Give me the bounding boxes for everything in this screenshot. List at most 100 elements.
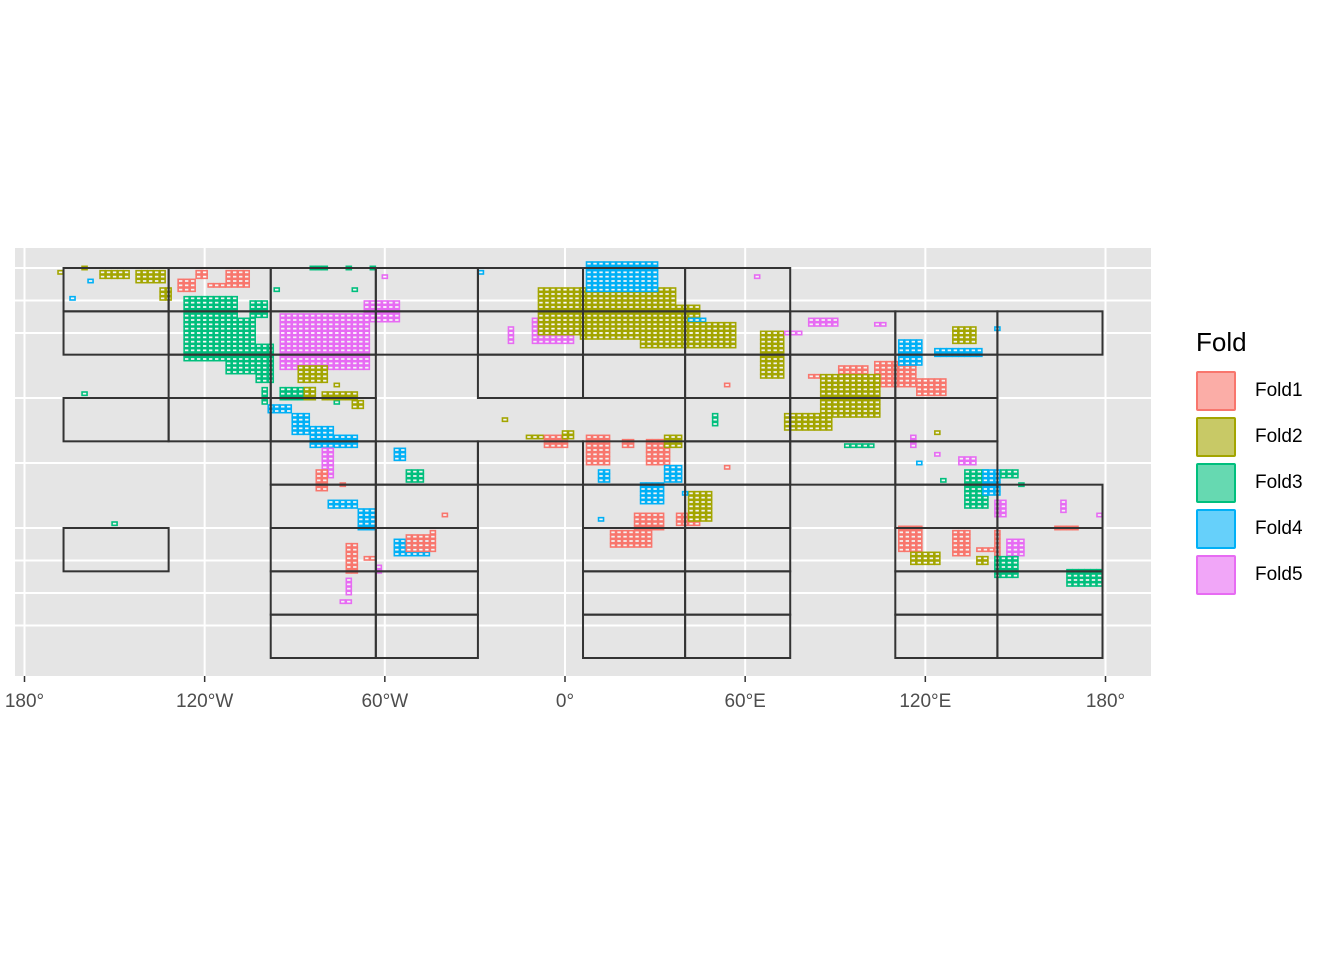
sample-cell-fold5 xyxy=(297,321,305,327)
sample-cell-fold2 xyxy=(861,378,869,384)
sample-cell-fold3 xyxy=(201,326,208,332)
sample-cell-fold4 xyxy=(591,274,599,280)
sample-cell-fold2 xyxy=(567,321,575,327)
sample-cell-fold3 xyxy=(207,334,214,340)
sample-cell-fold2 xyxy=(687,334,695,340)
sample-cell-fold1 xyxy=(885,382,893,388)
sample-cell-fold5 xyxy=(327,365,335,371)
sample-cell-fold4 xyxy=(663,469,671,475)
sample-cell-fold4 xyxy=(309,425,317,431)
sample-cell-fold2 xyxy=(765,347,773,353)
sample-cell-fold5 xyxy=(351,365,359,371)
sample-cell-fold2 xyxy=(159,274,166,280)
sample-cell-fold2 xyxy=(807,421,815,427)
sample-cell-fold2 xyxy=(675,443,683,449)
sample-cell-fold1 xyxy=(603,456,611,462)
sample-cell-fold1 xyxy=(633,521,641,527)
sample-cell-fold5 xyxy=(297,326,305,332)
sample-cell-fold2 xyxy=(964,339,971,345)
sample-cell-fold1 xyxy=(585,447,593,453)
sample-cell-fold3 xyxy=(1078,573,1085,579)
sample-cell-fold4 xyxy=(603,278,611,284)
sample-cell-fold2 xyxy=(675,321,683,327)
sample-cell-fold3 xyxy=(189,300,196,306)
sample-cell-fold2 xyxy=(916,560,923,566)
sample-cell-fold1 xyxy=(417,534,425,540)
sample-cell-fold5 xyxy=(381,300,389,306)
sample-cell-fold2 xyxy=(561,304,569,310)
sample-cell-fold1 xyxy=(843,365,851,371)
sample-cell-fold3 xyxy=(231,304,238,310)
sample-cell-fold2 xyxy=(705,334,713,340)
sample-cell-fold5 xyxy=(363,356,371,362)
sample-cell-fold3 xyxy=(231,369,238,375)
sample-cell-fold5 xyxy=(753,274,761,280)
sample-cell-fold2 xyxy=(111,274,118,280)
sample-cell-fold2 xyxy=(549,313,557,319)
sample-cell-fold4 xyxy=(904,356,911,362)
sample-cell-fold2 xyxy=(321,391,329,397)
sample-cell-fold4 xyxy=(597,282,605,288)
sample-cell-fold2 xyxy=(639,304,647,310)
sample-cell-fold2 xyxy=(645,313,653,319)
sample-cell-fold1 xyxy=(183,287,190,293)
sample-cell-fold3 xyxy=(231,295,238,301)
sample-cell-fold1 xyxy=(639,542,647,548)
sample-cell-fold1 xyxy=(861,369,869,375)
sample-cell-fold2 xyxy=(831,373,839,379)
sample-cell-fold5 xyxy=(315,334,323,340)
sample-cell-fold4 xyxy=(657,499,665,505)
sample-cell-fold3 xyxy=(201,334,208,340)
sample-cell-fold1 xyxy=(429,529,437,535)
sample-cell-fold3 xyxy=(225,347,232,353)
sample-cell-fold2 xyxy=(759,334,767,340)
sample-cell-fold4 xyxy=(357,521,365,527)
sample-cell-fold2 xyxy=(675,326,683,332)
sample-cell-fold2 xyxy=(729,343,737,349)
sample-cell-fold5 xyxy=(315,343,323,349)
sample-cell-fold4 xyxy=(315,430,323,436)
sample-cell-fold2 xyxy=(934,555,941,561)
sample-cell-fold1 xyxy=(639,516,647,522)
legend-label: Fold1 xyxy=(1255,380,1303,401)
sample-cell-fold2 xyxy=(843,391,851,397)
sample-cell-fold3 xyxy=(261,373,269,379)
sample-cell-fold4 xyxy=(585,269,593,275)
sample-cell-fold3 xyxy=(976,499,983,505)
sample-cell-fold5 xyxy=(279,339,287,345)
sample-cell-fold4 xyxy=(597,278,605,284)
sample-cell-fold3 xyxy=(189,347,196,353)
sample-cell-fold3 xyxy=(1000,555,1007,561)
sample-cell-fold2 xyxy=(801,421,809,427)
sample-cell-fold2 xyxy=(825,378,833,384)
sample-cell-fold2 xyxy=(777,373,785,379)
sample-cell-fold2 xyxy=(831,399,839,405)
sample-cell-fold4 xyxy=(597,477,605,483)
sample-cell-fold5 xyxy=(321,321,329,327)
sample-cell-fold2 xyxy=(303,386,311,392)
sample-cell-fold4 xyxy=(399,542,407,548)
sample-cell-fold2 xyxy=(675,317,683,323)
sample-cell-fold3 xyxy=(291,386,299,392)
sample-cell-fold2 xyxy=(627,313,635,319)
sample-cell-fold5 xyxy=(327,317,335,323)
sample-cell-fold5 xyxy=(1096,512,1103,518)
sample-cell-fold5 xyxy=(1006,551,1013,557)
sample-cell-fold1 xyxy=(639,529,647,535)
sample-cell-fold2 xyxy=(693,490,701,496)
sample-cell-fold4 xyxy=(645,278,653,284)
sample-cell-fold3 xyxy=(201,300,208,306)
sample-cell-fold1 xyxy=(651,443,659,449)
sample-cell-fold2 xyxy=(585,291,593,297)
sample-cell-fold4 xyxy=(621,278,629,284)
sample-cell-fold3 xyxy=(201,321,208,327)
sample-cell-fold3 xyxy=(964,503,971,509)
sample-cell-fold4 xyxy=(651,486,659,492)
sample-cell-fold2 xyxy=(297,378,305,384)
sample-cell-fold2 xyxy=(765,373,773,379)
sample-cell-fold2 xyxy=(861,386,869,392)
sample-cell-fold2 xyxy=(651,317,659,323)
sample-cell-fold2 xyxy=(627,334,635,340)
sample-cell-fold1 xyxy=(351,542,359,548)
sample-cell-fold3 xyxy=(195,347,202,353)
